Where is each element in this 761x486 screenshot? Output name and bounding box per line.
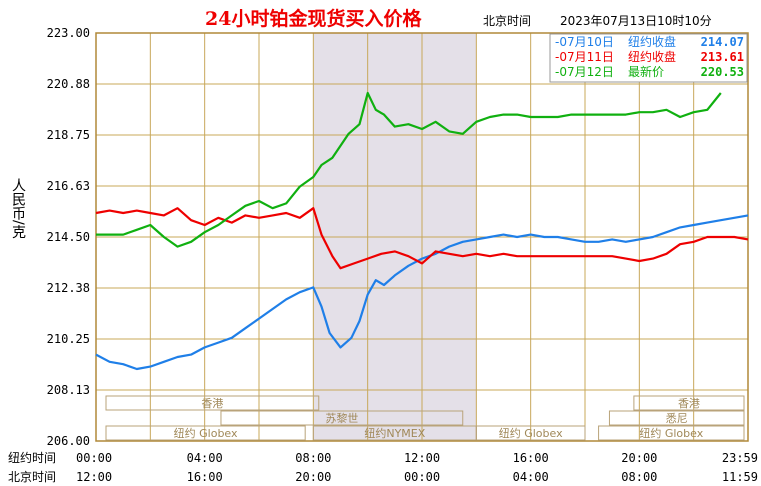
legend-value: 220.53 <box>701 65 744 79</box>
y-tick-label: 212.38 <box>47 281 90 295</box>
legend: -07月10日 纽约收盘 214.07 -07月11日 纽约收盘 213.61 -07月12… <box>549 33 748 83</box>
series-line-2 <box>95 207 749 270</box>
series-line-1 <box>95 214 749 371</box>
session-label: 苏黎世 <box>325 411 358 425</box>
x-tick-label-ny: 20:00 <box>621 451 657 465</box>
x-tick-label-bj: 16:00 <box>187 470 223 484</box>
session-label: 纽约 Globex <box>639 426 703 440</box>
y-tick-label: 223.00 <box>47 26 90 40</box>
chart-timestamp: 2023年07月13日10时10分 <box>560 14 712 28</box>
session-label: 纽约 Globex <box>174 426 238 440</box>
y-axis-label: 人民币/克 <box>10 178 26 240</box>
y-tick-label: 206.00 <box>47 434 90 448</box>
legend-label: 最新价 <box>628 64 664 79</box>
x-tick-labels: 00:00 12:00 04:00 16:00 08:00 20:00 12:00 00:00… <box>76 451 758 484</box>
y-tick-label: 214.50 <box>47 230 90 244</box>
x-tick-label-ny: 08:00 <box>295 451 331 465</box>
x-tick-label-ny: 23:59 <box>722 451 758 465</box>
chart-subtitle-label: 北京时间 <box>483 14 531 28</box>
series-lines <box>95 91 749 371</box>
x-tick-label-bj: 08:00 <box>621 470 657 484</box>
plot-border <box>95 32 749 442</box>
legend-value: 214.07 <box>701 35 744 49</box>
x-tick-label-ny: 12:00 <box>404 451 440 465</box>
y-tick-label: 220.88 <box>47 77 90 91</box>
session-box <box>608 410 745 426</box>
y-tick-labels: 223.00 220.88 218.75 216.63 214.50 212.38 210.… <box>47 26 90 448</box>
session-label: 香港 <box>678 397 700 410</box>
session-box <box>105 395 320 411</box>
grid <box>95 32 749 442</box>
legend-label: 纽约收盘 <box>628 34 676 49</box>
session-box <box>633 395 745 411</box>
legend-box <box>549 33 748 83</box>
session-label: 香港 <box>201 397 223 410</box>
legend-date: -07月10日 <box>555 35 614 49</box>
x-row-label-ny: 纽约时间 <box>8 450 56 465</box>
x-tick-label-ny: 00:00 <box>76 451 112 465</box>
y-tick-label: 210.25 <box>47 332 90 346</box>
session-label: 悉尼 <box>666 412 688 425</box>
chart-title: 24小时铂金现货买入价格 <box>205 7 422 30</box>
legend-label: 纽约收盘 <box>628 49 676 64</box>
y-tick-label: 218.75 <box>47 128 90 142</box>
x-tick-label-bj: 00:00 <box>404 470 440 484</box>
x-tick-label-bj: 20:00 <box>295 470 331 484</box>
x-tick-label-bj: 04:00 <box>513 470 549 484</box>
legend-date: -07月12日 <box>555 65 614 79</box>
y-tick-label: 208.13 <box>47 383 90 397</box>
x-tick-label-bj: 11:59 <box>722 470 758 484</box>
session-label: 纽约 Globex <box>499 426 563 440</box>
x-tick-label-ny: 04:00 <box>187 451 223 465</box>
y-tick-label: 216.63 <box>47 179 90 193</box>
legend-date: -07月11日 <box>555 50 614 64</box>
x-tick-label-bj: 12:00 <box>76 470 112 484</box>
x-tick-label-ny: 16:00 <box>513 451 549 465</box>
session-label: 纽约NYMEX <box>364 426 425 440</box>
session-box <box>475 425 586 441</box>
series-line-3 <box>96 91 722 248</box>
x-row-label-bj: 北京时间 <box>8 470 56 484</box>
session-box <box>105 425 306 441</box>
session-box <box>220 410 464 426</box>
session-box <box>598 425 745 441</box>
legend-value: 213.61 <box>701 50 744 64</box>
